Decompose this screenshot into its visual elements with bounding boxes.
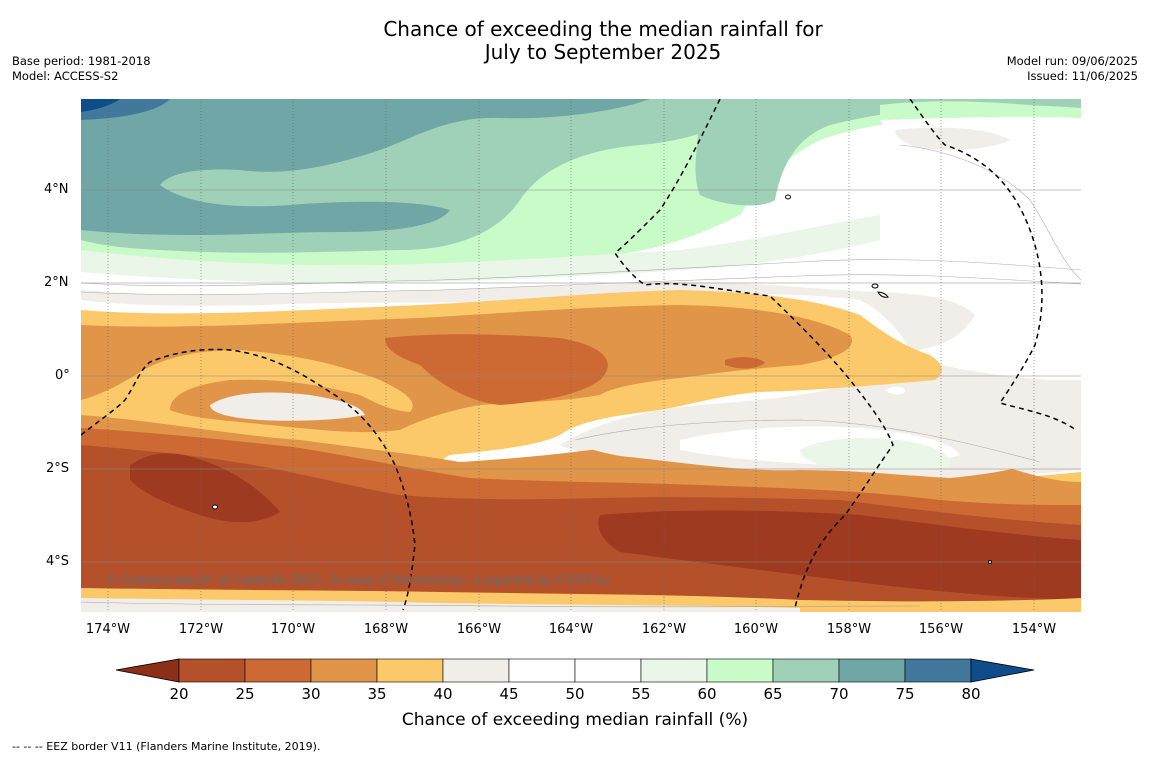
colorbar-seg-55-60 xyxy=(640,658,708,683)
band-75-dark xyxy=(81,99,120,112)
map-field xyxy=(81,99,1081,612)
lon-label-168w: 168°W xyxy=(363,622,409,637)
colorbar-tick-50: 50 xyxy=(565,685,585,703)
eez-footnote: -- -- -- EEZ border V11 (Flanders Marine… xyxy=(12,740,321,753)
meta-left: Base period: 1981-2018 Model: ACCESS-S2 xyxy=(12,54,151,84)
colorbar-tick-20: 20 xyxy=(169,685,189,703)
lat-label-4n: 4°N xyxy=(44,182,69,197)
model-run: Model run: 09/06/2025 xyxy=(1006,54,1138,68)
colorbar-seg-75-80 xyxy=(904,658,972,683)
issued-date: Issued: 11/06/2025 xyxy=(1027,69,1138,83)
colorbar xyxy=(115,658,1035,683)
colorbar-tick-25: 25 xyxy=(235,685,255,703)
lat-label-4s: 4°S xyxy=(46,554,70,569)
band-55-60-north-strip xyxy=(81,215,880,283)
colorbar-seg-40-45 xyxy=(442,658,510,683)
colorbar-title: Chance of exceeding median rainfall (%) xyxy=(401,710,749,730)
lon-label-166w: 166°W xyxy=(456,622,502,637)
colorbar-seg-60-65 xyxy=(706,658,774,683)
grid-lat xyxy=(81,189,1081,563)
colorbar-extend-high xyxy=(970,658,1035,683)
band-45-55-northeast xyxy=(880,116,1081,300)
eez-border xyxy=(81,99,1077,611)
lon-label-164w: 164°W xyxy=(548,622,594,637)
meta-right: Model run: 09/06/2025 Issued: 11/06/2025 xyxy=(1007,54,1138,84)
band-55-60-southeast xyxy=(800,438,951,471)
islands xyxy=(212,194,992,564)
colorbar-tick-30: 30 xyxy=(301,685,321,703)
colorbar-seg-45-50 xyxy=(508,658,576,683)
title-line-2: July to September 2025 xyxy=(484,40,722,64)
colorbar-extend-low xyxy=(115,658,180,683)
colorbar-seg-35-40 xyxy=(376,658,444,683)
band-45-55-eq-east xyxy=(885,386,905,395)
lon-label-172w: 172°W xyxy=(178,622,224,637)
colorbar-seg-50-55 xyxy=(574,658,642,683)
colorbar-tick-35: 35 xyxy=(367,685,387,703)
colorbar-seg-70-75 xyxy=(838,658,906,683)
lon-label-170w: 170°W xyxy=(270,622,316,637)
copyright-notice: © Commonwealth of Australia 2025, Bureau… xyxy=(105,573,611,587)
base-period: Base period: 1981-2018 xyxy=(12,54,151,68)
band-60-north-east xyxy=(880,101,1081,120)
colorbar-seg-25-30 xyxy=(244,658,312,683)
band-65-70-east xyxy=(695,99,1081,206)
band-40-45-inner xyxy=(210,392,365,421)
band-40-45-northeast-blob xyxy=(895,127,1010,150)
colorbar-tick-65: 65 xyxy=(763,685,783,703)
map-title: Chance of exceeding the median rainfall … xyxy=(0,18,1150,64)
colorbar-tick-70: 70 xyxy=(829,685,849,703)
lon-label-154w: 154°W xyxy=(1011,622,1057,637)
lon-label-158w: 158°W xyxy=(826,622,872,637)
contour-lines xyxy=(81,144,1081,608)
colorbar-seg-20-25 xyxy=(178,658,246,683)
model-name: Model: ACCESS-S2 xyxy=(12,69,119,83)
lat-label-2s: 2°S xyxy=(46,461,70,476)
lon-label-160w: 160°W xyxy=(733,622,779,637)
colorbar-tick-80: 80 xyxy=(961,685,981,703)
colorbar-tick-40: 40 xyxy=(433,685,453,703)
colorbar-tick-45: 45 xyxy=(499,685,519,703)
colorbar-tick-55: 55 xyxy=(631,685,651,703)
lat-label-2n: 2°N xyxy=(44,275,69,290)
lon-label-156w: 156°W xyxy=(918,622,964,637)
band-below-20-west xyxy=(130,453,280,523)
title-line-1: Chance of exceeding the median rainfall … xyxy=(383,17,823,41)
band-25-30-blob xyxy=(725,357,765,369)
band-70-75-north xyxy=(81,99,650,236)
band-below-20-east xyxy=(598,510,1081,600)
band-25-30-central xyxy=(385,334,608,405)
band-40-south-edge xyxy=(81,598,800,612)
lon-label-162w: 162°W xyxy=(641,622,687,637)
colorbar-tick-60: 60 xyxy=(697,685,717,703)
colorbar-tick-75: 75 xyxy=(895,685,915,703)
lon-label-174w: 174°W xyxy=(85,622,131,637)
lat-label-0: 0° xyxy=(55,368,70,383)
colorbar-seg-30-35 xyxy=(310,658,378,683)
colorbar-seg-65-70 xyxy=(772,658,840,683)
